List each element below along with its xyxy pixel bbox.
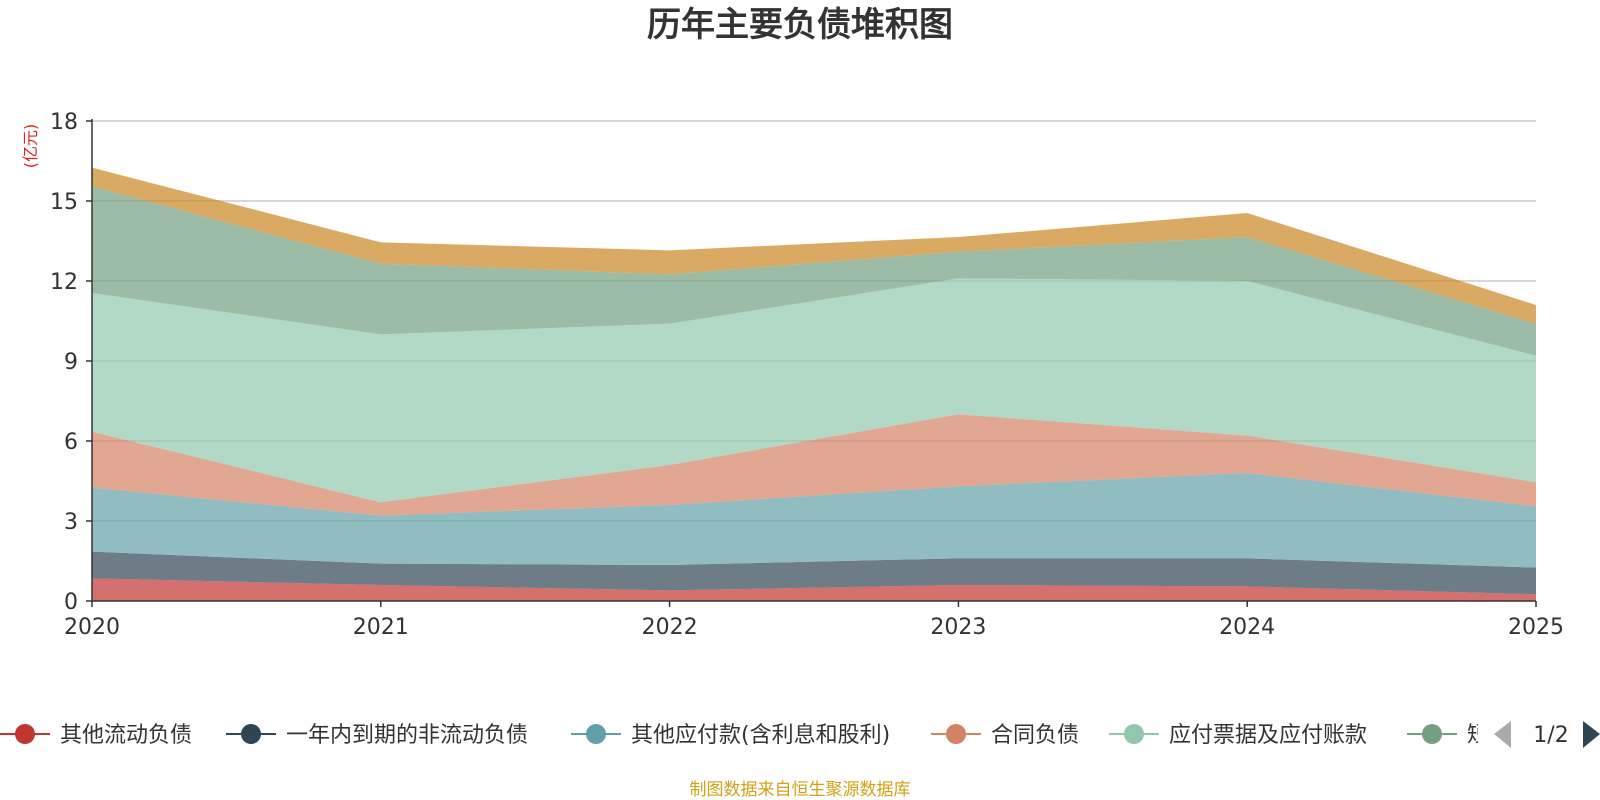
legend-label: 应付票据及应付账款 [1169, 723, 1367, 748]
legend-items: 其他流动负债 一年内到期的非流动负债 其他应付款(含利息和股利) 合同负债 应付票据及应… [0, 723, 1489, 748]
legend-item[interactable]: 合同负债 [931, 723, 1079, 748]
legend-marker [1422, 724, 1442, 744]
legend-label: 其他应付款(含利息和股利) [631, 723, 890, 748]
legend-marker [241, 724, 261, 744]
area-series-group [92, 167, 1536, 601]
legend-marker [15, 724, 35, 744]
x-tick-label: 2021 [353, 615, 409, 640]
legend-item[interactable]: 其他应付款(含利息和股利) [571, 723, 890, 748]
legend-item[interactable]: 一年内到期的非流动负债 [226, 723, 528, 748]
legend-item[interactable]: 短 [1407, 723, 1489, 748]
area-series-5 [92, 278, 1536, 503]
area-series-1 [92, 578, 1536, 601]
legend-marker [946, 724, 966, 744]
legend-label: 一年内到期的非流动负债 [286, 723, 528, 748]
area-series-7 [92, 167, 1536, 324]
y-tick-label: 15 [50, 190, 78, 215]
legend-label: 合同负债 [991, 723, 1079, 748]
x-tick-label: 2023 [930, 615, 986, 640]
legend-item[interactable]: 其他流动负债 [0, 723, 192, 748]
y-axis-unit-label: (亿元) [21, 124, 40, 169]
legend-label: 短 [1467, 723, 1489, 748]
y-tick-label: 12 [50, 270, 78, 295]
area-series-3 [92, 473, 1536, 568]
x-tick-label: 2020 [64, 615, 120, 640]
legend: 其他流动负债 一年内到期的非流动负债 其他应付款(含利息和股利) 合同负债 应付票据及应… [0, 721, 1600, 748]
area-series-4 [92, 414, 1536, 516]
y-tick-label: 9 [64, 350, 78, 375]
legend-page-indicator: 1/2 [1533, 723, 1568, 748]
x-tick-label: 2022 [642, 615, 698, 640]
legend-marker [1124, 724, 1144, 744]
legend-label: 其他流动负债 [60, 723, 192, 748]
x-tick-label: 2024 [1219, 615, 1275, 640]
area-series-2 [92, 551, 1536, 595]
legend-item[interactable]: 应付票据及应付账款 [1109, 723, 1367, 748]
x-tick-label: 2025 [1508, 615, 1564, 640]
legend-marker [586, 724, 606, 744]
y-tick-label: 0 [64, 590, 78, 615]
y-tick-label: 18 [50, 110, 78, 135]
source-note: 制图数据来自恒生聚源数据库 [690, 780, 911, 800]
chart-title: 历年主要负债堆积图 [647, 5, 953, 45]
area-series-6 [92, 186, 1536, 356]
axes: 0 3 6 9 12 15 18 2020 2021 2022 2023 2024 2025 [50, 110, 1564, 640]
legend-prev-page-icon[interactable] [1494, 721, 1511, 748]
y-tick-label: 3 [64, 510, 78, 535]
legend-next-page-icon[interactable] [1583, 721, 1600, 748]
y-tick-label: 6 [64, 430, 78, 455]
